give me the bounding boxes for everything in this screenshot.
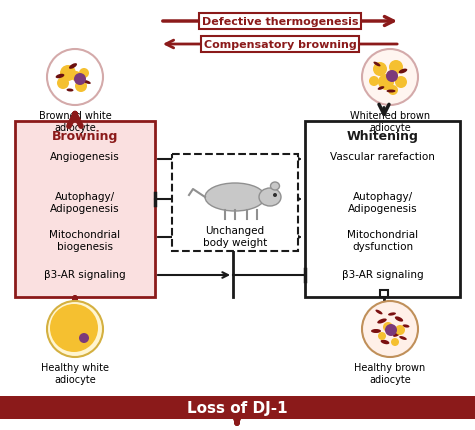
Circle shape [60,66,76,82]
Text: Defective thermogenesis: Defective thermogenesis [202,17,358,27]
Circle shape [57,78,69,90]
Text: Browned white
adiocyte: Browned white adiocyte [38,111,111,132]
Text: Healthy brown
adiocyte: Healthy brown adiocyte [354,362,426,384]
Ellipse shape [259,189,281,206]
FancyArrowPatch shape [166,41,397,49]
Text: Compensatory browning: Compensatory browning [204,40,356,50]
Circle shape [383,322,393,332]
Circle shape [388,86,398,96]
Circle shape [385,324,397,336]
Ellipse shape [205,184,265,212]
Text: Autophagy/
Adipogenesis: Autophagy/ Adipogenesis [50,191,120,214]
Ellipse shape [66,89,74,92]
Text: Whitening: Whitening [347,130,418,143]
Circle shape [79,69,89,79]
Text: Angiogenesis: Angiogenesis [50,152,120,162]
Text: Healthy white
adiocyte: Healthy white adiocyte [41,362,109,384]
Circle shape [389,61,403,75]
Text: Autophagy/
Adipogenesis: Autophagy/ Adipogenesis [348,191,418,214]
Circle shape [373,63,387,77]
Circle shape [47,50,103,106]
Ellipse shape [56,74,65,79]
Ellipse shape [380,340,390,344]
Circle shape [362,301,418,357]
Ellipse shape [399,69,407,74]
Ellipse shape [378,87,384,91]
Circle shape [79,333,89,343]
Ellipse shape [83,81,91,85]
Ellipse shape [371,329,381,333]
Ellipse shape [387,90,396,93]
Text: Whitened brown
adiocyte: Whitened brown adiocyte [350,111,430,132]
Circle shape [369,77,379,87]
Circle shape [386,71,398,83]
Circle shape [273,194,277,197]
Text: Unchanged
body weight: Unchanged body weight [203,226,267,247]
Circle shape [391,338,399,346]
Text: β3-AR signaling: β3-AR signaling [44,269,126,280]
Text: Vascular rarefaction: Vascular rarefaction [330,152,435,162]
FancyArrowPatch shape [163,18,393,26]
Circle shape [71,72,81,82]
Ellipse shape [373,62,380,67]
Ellipse shape [270,183,279,190]
Ellipse shape [399,336,407,340]
Circle shape [395,77,407,89]
Ellipse shape [377,319,387,324]
FancyBboxPatch shape [15,122,155,297]
Text: Mitochondrial
biogenesis: Mitochondrial biogenesis [49,230,121,252]
Ellipse shape [402,325,409,328]
Circle shape [47,301,103,357]
Circle shape [386,71,398,83]
Circle shape [50,304,98,352]
Ellipse shape [395,316,403,322]
Circle shape [378,75,394,91]
Ellipse shape [393,332,401,337]
FancyBboxPatch shape [380,290,388,297]
Ellipse shape [69,64,77,70]
Circle shape [74,74,86,86]
Text: Loss of DJ-1: Loss of DJ-1 [187,400,287,415]
FancyBboxPatch shape [172,155,298,252]
FancyBboxPatch shape [305,122,460,297]
Text: β3-AR signaling: β3-AR signaling [342,269,423,280]
Ellipse shape [76,78,82,83]
Text: Mitochondrial
dysfunction: Mitochondrial dysfunction [347,230,418,252]
Text: Browning: Browning [52,130,118,143]
Circle shape [395,325,405,335]
Circle shape [75,81,87,93]
Ellipse shape [388,313,396,316]
Circle shape [378,332,386,340]
FancyBboxPatch shape [0,396,475,419]
Ellipse shape [375,310,382,315]
Circle shape [362,50,418,106]
